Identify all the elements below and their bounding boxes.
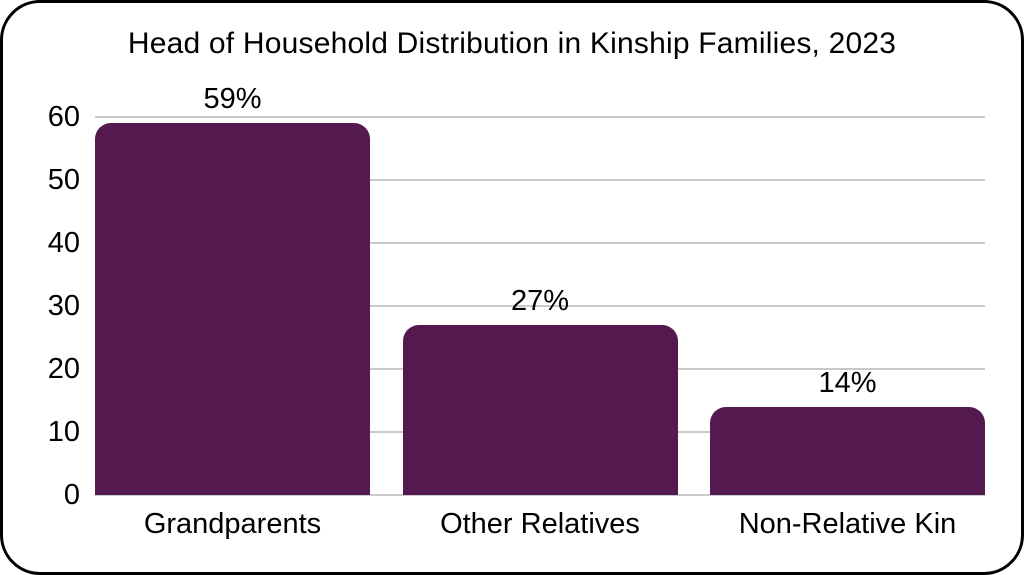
gridline xyxy=(95,242,985,244)
gridline xyxy=(95,179,985,181)
category-label: Grandparents xyxy=(143,508,322,540)
bar xyxy=(710,406,985,495)
gridline xyxy=(95,494,985,496)
category-label: Other Relatives xyxy=(440,508,640,540)
chart-title: Head of Household Distribution in Kinshi… xyxy=(127,27,897,60)
bar-value-label: 59% xyxy=(203,83,262,116)
y-tick-label: 10 xyxy=(47,416,80,448)
y-tick-label: 40 xyxy=(47,227,80,259)
y-tick-label: 50 xyxy=(47,164,80,196)
gridline xyxy=(95,116,985,118)
category-label: Non-Relative Kin xyxy=(738,508,957,540)
y-tick-label: 0 xyxy=(63,479,80,511)
bar xyxy=(402,324,678,495)
bar-value-label: 14% xyxy=(818,366,877,399)
plot-area: 0 10 20 30 40 50 60 59% Grandparents 27% Other Rel… xyxy=(48,83,985,540)
y-tick-label: 20 xyxy=(47,353,80,385)
gridline xyxy=(95,305,985,307)
y-tick-label: 60 xyxy=(47,101,80,133)
bar-value-label: 27% xyxy=(510,284,570,317)
y-tick-label: 30 xyxy=(47,290,80,322)
bar xyxy=(95,123,370,495)
